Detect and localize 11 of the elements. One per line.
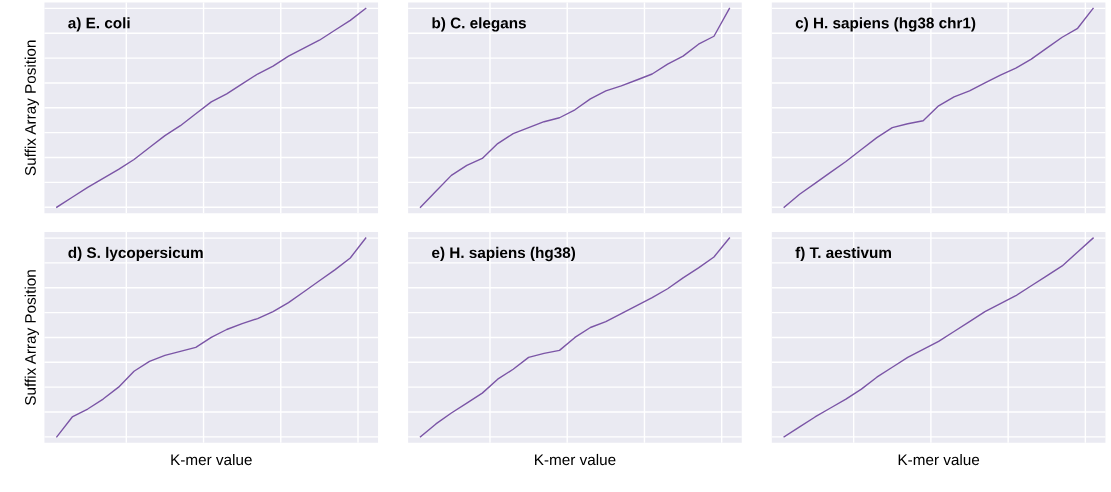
text: a) E. coli [68,17,130,32]
y-axis-title: Suffix Array Position [24,270,39,405]
text: f) T. aestivum [795,246,891,262]
text: d) S. lycopersicum [68,246,203,262]
x-axis-title: K-mer value [535,453,616,466]
y-axis-title: Suffix Array Position [24,40,39,176]
text: b) C. elegans [432,17,526,32]
x-axis-title: K-mer value [171,453,252,466]
text: e) H. sapiens (hg38) [432,246,576,262]
text: c) H. sapiens (hg38 chr1) [795,17,976,32]
x-axis-title: K-mer value [898,453,980,466]
